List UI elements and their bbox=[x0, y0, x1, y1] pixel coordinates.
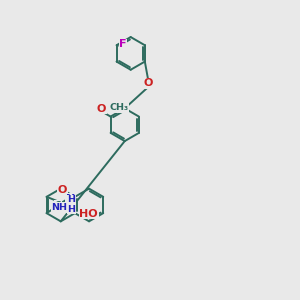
Text: F: F bbox=[119, 39, 127, 49]
Text: H: H bbox=[68, 205, 75, 214]
Text: N: N bbox=[66, 194, 75, 204]
Text: C: C bbox=[55, 201, 62, 210]
Text: O: O bbox=[144, 78, 153, 88]
Text: O: O bbox=[58, 184, 67, 194]
Text: CH₃: CH₃ bbox=[109, 103, 128, 112]
Text: O: O bbox=[97, 103, 106, 113]
Text: HO: HO bbox=[79, 209, 98, 219]
Text: H: H bbox=[68, 195, 75, 204]
Text: NH₂: NH₂ bbox=[51, 203, 71, 212]
